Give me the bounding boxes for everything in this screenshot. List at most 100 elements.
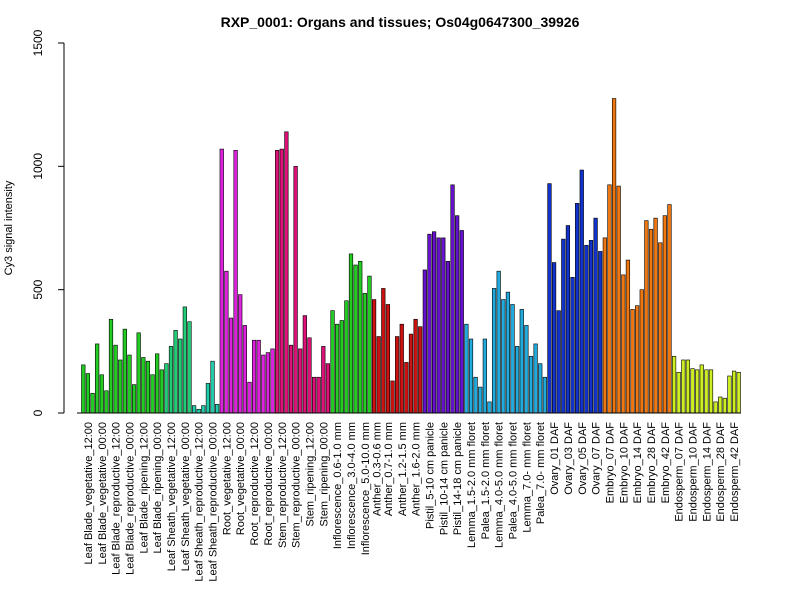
bar [653,217,658,414]
bar [145,360,151,414]
bar [298,348,303,414]
x-tick-label: Palea_1.5-2.0 mm floret [480,422,492,539]
bar [85,373,91,414]
bar [108,318,114,414]
x-tick-label: Ovary_03 DAF [563,422,575,495]
x-tick-label: Pistil_5-10 cm panicle [424,422,436,529]
bar [635,305,640,414]
bar [616,185,621,414]
bar [542,376,547,414]
x-tick-label: Leaf Blade_reproductive_00:00 [124,422,136,575]
x-tick-label: Anther_1.2-1.5 mm [397,422,409,516]
bar [478,386,483,414]
bar [228,317,234,414]
x-tick-label: Anther_0.7-1.0 mm [383,422,395,516]
bar [598,251,603,414]
bar [381,288,386,414]
bar [671,355,677,414]
bar [265,352,271,414]
y-tick-label: 0 [31,409,45,416]
x-tick-label: Leaf Sheath_vegetative_00:00 [180,422,192,571]
bar [399,323,404,414]
bar [515,346,520,414]
bar [648,228,654,414]
bar [408,333,414,414]
bar [395,336,400,414]
x-tick-label: Anther_1.6-2.0 mm [411,422,423,516]
bar [708,369,714,414]
bar [233,150,238,414]
bar [491,288,497,414]
bar [275,150,280,414]
bar [570,277,575,414]
bar [658,242,663,414]
bar [325,363,331,414]
bar [602,237,607,414]
bar [302,315,307,414]
bar [316,376,321,414]
bar [468,338,474,414]
bar [630,309,635,414]
bar [311,376,317,414]
bar [667,204,672,414]
x-tick-label: Inflorescence_3.0-4.0 mm [346,422,358,549]
x-tick-label: Stem_reproductive_12:00 [277,422,289,548]
bar [261,354,266,414]
bar [690,368,695,414]
bar [565,225,571,414]
x-tick-label: Endosperm_28 DAF [715,422,727,522]
x-tick-label: Ovary_07 DAF [591,422,603,495]
bar [510,304,515,414]
bar [561,238,566,414]
bar [644,220,649,414]
y-tick-label: 1500 [31,29,45,56]
bar [150,374,155,414]
bar [528,355,534,414]
bar [164,363,169,414]
bar [187,321,192,414]
bar [131,384,137,414]
bar [519,309,524,414]
x-tick-label: Endosperm_42 DAF [729,422,741,522]
x-tick-label: Anther_0.3-0.6 mm [371,422,383,516]
bar [293,166,298,414]
x-tick-label: Leaf Blade_reproductive_12:00 [111,422,123,575]
bar [611,98,617,414]
bar [422,269,427,414]
x-tick-label: Embryo_07 DAF [604,422,616,504]
bar [390,380,395,414]
bar [538,363,543,414]
bar [404,362,409,414]
bar [584,244,589,414]
bar [593,217,598,414]
bar [551,262,557,414]
y-axis-label: Cy3 signal intensity [3,180,15,275]
bar [727,375,732,414]
bar [288,344,294,414]
x-tick-label: Endosperm_10 DAF [688,422,700,522]
x-tick-label: Leaf Sheath_vegetative_12:00 [166,422,178,571]
x-tick-label: Embryo_10 DAF [618,422,630,504]
bar [418,326,423,414]
bar [685,359,691,414]
bar [588,240,594,414]
bar [427,233,432,414]
x-tick-label: Leaf Blade_ripening_12:00 [138,422,150,554]
x-tick-label: Root_vegetative_12:00 [221,422,233,535]
bar [205,383,211,414]
x-tick-label: Ovary_05 DAF [577,422,589,495]
bar [385,304,391,414]
bar [168,346,174,414]
bar [455,215,460,414]
x-tick-label: Lemma_4.0-5.0 mm floret [494,422,506,548]
bar [699,364,704,414]
bar [256,339,261,414]
bar [579,169,584,414]
x-tick-label: Root_reproductive_00:00 [263,422,275,546]
bar [251,339,257,414]
bar [524,325,529,414]
bar [238,294,243,414]
x-tick-label: Root_reproductive_12:00 [249,422,261,546]
bar [662,215,667,414]
bar [224,270,229,414]
